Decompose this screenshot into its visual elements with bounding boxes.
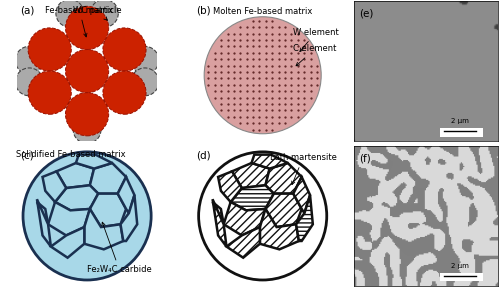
Text: 2 μm: 2 μm [451, 263, 469, 269]
Text: Lath martensite: Lath martensite [270, 153, 336, 185]
Polygon shape [266, 194, 302, 227]
Circle shape [16, 68, 43, 96]
Polygon shape [42, 171, 66, 202]
Polygon shape [56, 163, 94, 188]
Polygon shape [90, 194, 126, 227]
Polygon shape [218, 171, 242, 202]
Polygon shape [51, 227, 84, 258]
Polygon shape [230, 185, 274, 210]
Circle shape [73, 0, 101, 26]
Circle shape [204, 17, 321, 134]
Polygon shape [266, 163, 302, 194]
Polygon shape [118, 177, 134, 213]
Polygon shape [232, 163, 270, 188]
Circle shape [198, 152, 327, 280]
Circle shape [16, 46, 43, 74]
Polygon shape [252, 155, 288, 168]
Bar [440, 273, 483, 281]
Polygon shape [120, 195, 137, 241]
Circle shape [131, 46, 159, 74]
Circle shape [90, 0, 118, 27]
Circle shape [23, 152, 151, 280]
Text: (e): (e) [360, 8, 374, 18]
Text: Fe₂W₄C carbide: Fe₂W₄C carbide [87, 222, 152, 274]
Circle shape [103, 28, 146, 71]
Polygon shape [84, 209, 124, 249]
Text: C element: C element [294, 44, 337, 66]
Circle shape [103, 71, 146, 114]
Circle shape [28, 28, 72, 71]
Circle shape [56, 0, 84, 27]
Polygon shape [294, 177, 310, 213]
Circle shape [73, 116, 101, 144]
Text: W element: W element [294, 28, 339, 52]
Text: (a): (a) [20, 6, 34, 15]
Circle shape [66, 49, 108, 93]
Circle shape [28, 71, 72, 114]
Bar [440, 128, 483, 137]
Text: (b): (b) [196, 6, 210, 15]
Polygon shape [90, 163, 126, 194]
Polygon shape [55, 185, 98, 210]
Circle shape [66, 6, 108, 49]
Polygon shape [212, 199, 226, 247]
Circle shape [66, 93, 108, 136]
Polygon shape [224, 202, 266, 235]
Text: Molten Fe-based matrix: Molten Fe-based matrix [213, 7, 312, 16]
Polygon shape [37, 199, 51, 247]
Text: 2 μm: 2 μm [451, 118, 469, 124]
Polygon shape [37, 202, 48, 224]
Polygon shape [260, 209, 299, 249]
Text: Solidified Fe-based matrix: Solidified Fe-based matrix [16, 150, 125, 160]
Polygon shape [226, 227, 260, 258]
Circle shape [131, 68, 159, 96]
Text: WC particle: WC particle [73, 6, 122, 20]
Polygon shape [76, 155, 112, 168]
Polygon shape [212, 202, 224, 224]
Text: Fe-based matrix: Fe-based matrix [46, 6, 114, 37]
Text: (d): (d) [196, 150, 210, 160]
Text: (f): (f) [360, 153, 371, 163]
Polygon shape [48, 202, 90, 235]
Text: (c): (c) [20, 150, 34, 160]
Polygon shape [296, 195, 313, 241]
